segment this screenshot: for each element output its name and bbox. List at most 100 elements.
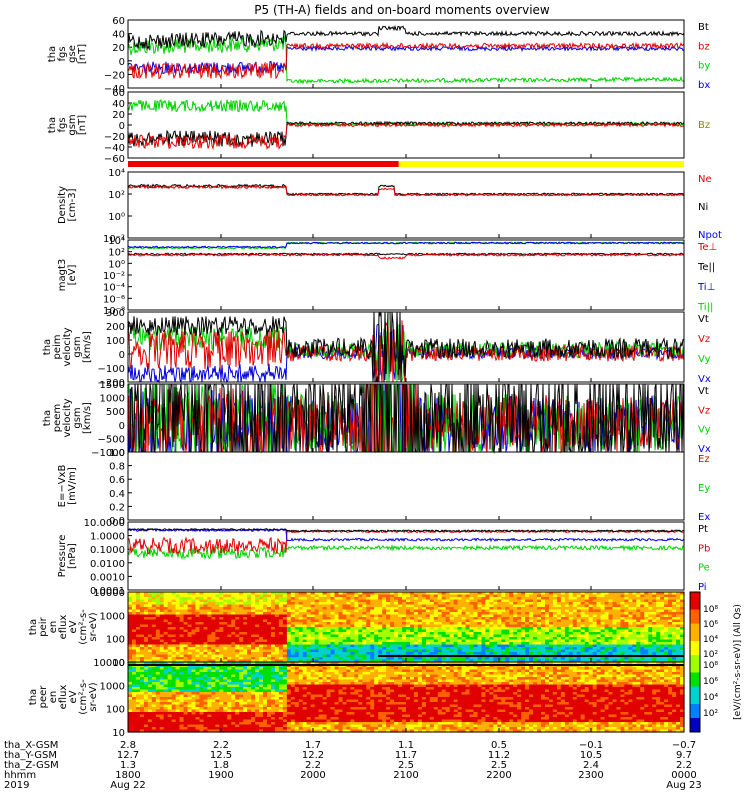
y-tick-label: 100 — [106, 336, 125, 347]
y-tick-label: 0.0100 — [90, 559, 125, 570]
series-ne — [128, 186, 684, 196]
y-tick-label: 0.0010 — [90, 572, 125, 583]
x-tick-label: Aug 22 — [110, 780, 145, 791]
x-tick-label: 2000 — [300, 770, 325, 781]
y-tick-label: 1.0000 — [90, 532, 125, 543]
colorbar-tick: 10⁸ — [703, 605, 718, 615]
colorbar-tick: 10⁸ — [703, 661, 718, 671]
y-tick-label: 40 — [112, 30, 125, 41]
y-tick-label: 10 — [112, 728, 125, 739]
figure-title: P5 (TH-A) fields and on-board moments ov… — [254, 3, 550, 17]
legend-entry: Te|| — [697, 262, 715, 273]
legend-entry: by — [698, 61, 710, 72]
legend-entry: bz — [698, 41, 710, 52]
y-tick-label: 60 — [112, 16, 125, 27]
legend-entry: Ey — [698, 483, 710, 494]
y-axis-label: [mV/m] — [67, 467, 78, 505]
series-gsm-red — [128, 124, 684, 149]
y-tick-label: −60 — [104, 154, 125, 165]
x-tick-label: 2200 — [486, 770, 511, 781]
y-tick-label: 10² — [108, 190, 125, 201]
series-pb — [128, 531, 684, 554]
y-tick-label: 0.1000 — [90, 545, 125, 556]
y-tick-label: 10⁻² — [103, 271, 125, 282]
y-tick-label: 1000 — [100, 611, 125, 622]
legend-entry: Vy — [698, 425, 711, 436]
colorbar-tick: 10² — [703, 709, 718, 719]
y-tick-label: 20 — [112, 43, 125, 54]
legend-entry: Vt — [698, 386, 709, 397]
y-axis-label: [eV] — [67, 265, 78, 286]
series-ni — [128, 185, 684, 195]
legend-entry: bx — [698, 80, 710, 91]
y-tick-label: 40 — [112, 99, 125, 110]
y-tick-label: 500 — [106, 407, 125, 418]
y-tick-label: 0.6 — [109, 475, 125, 486]
colorbar-label: [eV/(cm²-s-sr-eV)] (All Qs) — [733, 604, 743, 720]
panel-frame — [128, 172, 684, 238]
colorbar-tick: 10² — [703, 650, 718, 660]
y-tick-label: 0.2 — [109, 502, 125, 513]
y-tick-label: 0 — [119, 350, 125, 361]
y-tick-label: 1500 — [100, 380, 125, 391]
legend-entry: Pb — [698, 543, 710, 554]
y-tick-label: 10⁻⁶ — [103, 294, 125, 305]
y-tick-label: 20 — [112, 110, 125, 121]
colorbar-tick: 10⁶ — [703, 620, 718, 630]
y-axis-label: [nT] — [77, 115, 88, 135]
x-tick-label: 2300 — [578, 770, 603, 781]
colorbar-tick: 10⁶ — [703, 677, 718, 687]
legend-entry: Pi — [698, 582, 707, 593]
legend-entry: Pt — [698, 524, 708, 535]
legend-entry: Vt — [698, 314, 709, 325]
y-tick-label: 10⁰ — [108, 259, 125, 270]
colorbar — [690, 592, 700, 733]
x-tick-label: Aug 23 — [666, 780, 701, 791]
legend-entry: Pe — [698, 563, 710, 574]
legend-entry: Vz — [698, 334, 710, 345]
y-tick-label: 10⁴ — [108, 236, 125, 247]
y-tick-label: −20 — [104, 132, 125, 143]
y-tick-label: −20 — [104, 70, 125, 81]
y-tick-label: 10⁴ — [108, 168, 125, 179]
legend-entry: Vx — [698, 374, 711, 385]
y-tick-label: 0.8 — [109, 462, 125, 473]
colorbar-tick: 10⁴ — [703, 693, 718, 703]
legend-entry: Bt — [698, 22, 709, 33]
legend-entry: Npot — [698, 230, 722, 241]
spectrogram-ion — [128, 592, 685, 663]
legend-entry: Te⊥ — [697, 242, 717, 253]
y-tick-label: 100 — [106, 705, 125, 716]
y-tick-label: 60 — [112, 88, 125, 99]
legend-entry: Bz — [698, 120, 710, 131]
legend-entry: Ez — [698, 454, 710, 465]
legend-entry: Ti|| — [697, 302, 713, 313]
panel-frame — [128, 240, 684, 310]
y-tick-label: 1000 — [100, 394, 125, 405]
y-tick-label: 10.0000 — [84, 518, 125, 529]
y-axis-label: [km/s] — [82, 331, 93, 363]
y-axis-label: [cm-3] — [67, 188, 78, 221]
y-tick-label: 1000 — [100, 681, 125, 692]
y-axis-label: sr-eV) — [88, 682, 99, 711]
y-tick-label: −500 — [98, 434, 125, 445]
y-tick-label: 100 — [106, 635, 125, 646]
mode-bar-slow — [399, 161, 684, 167]
panel-frame — [128, 452, 684, 520]
y-tick-label: −100 — [98, 364, 125, 375]
legend-entry: Ni — [698, 202, 708, 213]
y-axis-label: sr-eV) — [88, 612, 99, 641]
y-tick-label: 10000 — [93, 658, 125, 669]
y-tick-label: 0 — [119, 121, 125, 132]
legend-entry: Vz — [698, 405, 710, 416]
spectrogram-electron — [128, 662, 685, 733]
y-axis-label: [km/s] — [82, 402, 93, 434]
y-tick-label: 0.4 — [109, 489, 125, 500]
y-tick-label: 1.0 — [109, 448, 125, 459]
legend-entry: Ne — [698, 174, 712, 185]
y-tick-label: 10000 — [93, 588, 125, 599]
mode-bar-fast — [128, 161, 399, 167]
y-tick-label: 10⁰ — [108, 212, 125, 223]
y-axis-label: [nT] — [77, 44, 88, 64]
